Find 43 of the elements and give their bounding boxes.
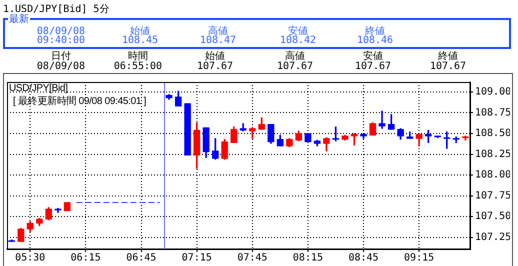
text: 安値 [288,26,308,37]
chart-title: 1.USD/JPY[Bid] 5分 [3,3,110,15]
text: 107.67 [430,61,466,72]
text: 終値 [365,26,385,37]
text: 107.67 [196,61,234,72]
text: 09:40:00 [36,35,86,46]
x-tick-label: 06:15 [70,252,101,264]
x-tick-label: 08:45 [348,252,379,264]
y-tick-label: 108.50 [475,128,512,140]
annotation: USD/JPY[Bid] [9,83,68,94]
text: 107.67 [276,61,314,72]
text: 始値 [205,51,225,62]
text: 安値 [363,51,383,62]
text: 高値 [285,51,305,62]
candlestick [378,110,386,129]
text: 始値 [130,26,150,37]
y-tick-label: 107.25 [475,232,512,243]
text: 107.67 [354,61,392,72]
text: 最新 [8,12,30,26]
text: 日付 [51,51,71,62]
text: 時間 [128,51,148,62]
y-tick-label: 108.75 [475,107,512,118]
x-tick-label: 08:15 [292,252,324,264]
text: 108.46 [356,35,394,46]
y-tick-label: 107.75 [475,190,512,202]
text: 108.47 [200,35,236,46]
text: 08/09/08 [36,26,86,37]
text: 終値 [438,51,458,62]
x-tick-label: 09:15 [404,252,434,264]
x-tick-label: 07:15 [182,252,212,264]
text: 108.42 [280,35,316,46]
y-tick-label: 108.25 [475,148,512,160]
y-tick-label: 107.50 [475,211,512,222]
y-tick-label: 109.00 [475,86,512,98]
text: 高値 [208,26,228,37]
x-tick-label: 07:45 [237,252,268,264]
text: 06:55:00 [114,61,162,72]
x-tick-label: 06:45 [126,252,156,264]
text: 08/09/08 [36,61,86,72]
annotation: [ 最終更新時間 09/08 09:45:01 ] [13,94,146,108]
x-tick-label: 05:30 [15,252,46,264]
y-tick-label: 108.00 [475,170,512,181]
text: 108.45 [122,35,158,46]
